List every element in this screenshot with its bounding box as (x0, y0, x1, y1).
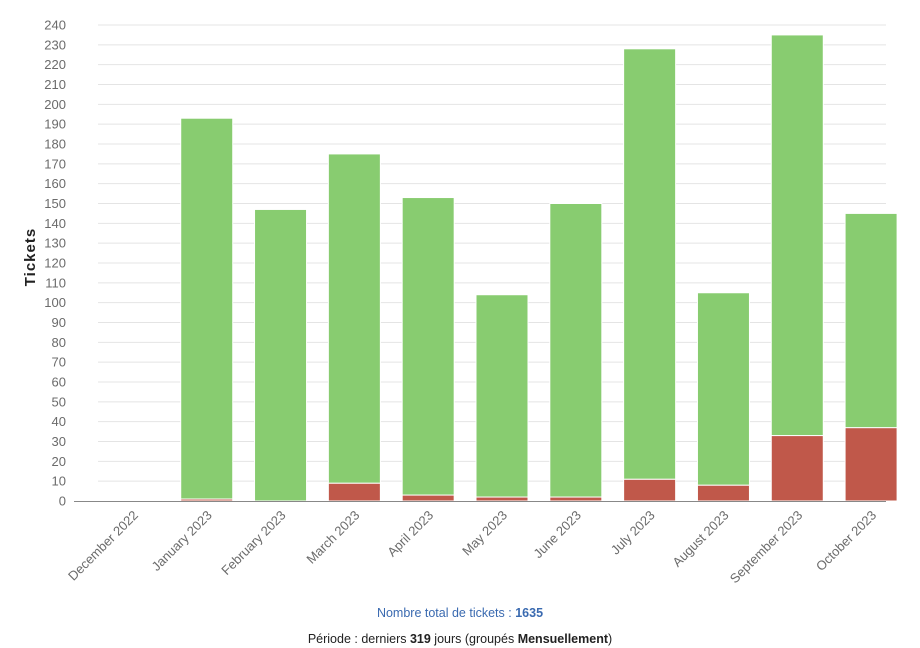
y-tick-label: 170 (44, 156, 66, 171)
x-tick-label: August 2023 (669, 508, 731, 570)
y-tick-label: 120 (44, 256, 66, 271)
bar-segment-red (623, 478, 677, 502)
y-tick-label: 10 (52, 474, 66, 489)
bar-segment-green (696, 292, 750, 486)
y-axis-ticks: 0 10 20 30 40 50 60 70 80 90 100 110 120 130 140 150 160… (44, 18, 66, 509)
stacked-bar-chart: 0 10 20 30 40 50 60 70 80 90 100 110 120 130 140 150 160… (22, 18, 898, 587)
y-tick-label: 50 (52, 394, 66, 409)
total-tickets-label: Nombre total de tickets : (376, 606, 516, 620)
bar-segment-green (770, 34, 824, 437)
y-tick-label: 100 (44, 295, 66, 310)
y-tick-label: 60 (52, 375, 66, 390)
y-tick-label: 90 (52, 315, 66, 330)
period-middle: jours (groupés (430, 632, 518, 646)
total-tickets-line: Nombre total de tickets : 1635 (0, 606, 920, 620)
x-tick-label: October 2023 (813, 508, 879, 574)
bar-segment-red (696, 484, 750, 502)
total-tickets-value: 1635 (515, 606, 544, 620)
bar-segment-red (327, 482, 381, 502)
bar-segment-red (475, 496, 529, 502)
x-tick-label: September 2023 (727, 508, 806, 587)
bar-segment-green (475, 294, 529, 498)
period-group: Mensuellement (517, 632, 608, 646)
y-tick-label: 130 (44, 236, 66, 251)
bar-segment-green (844, 212, 898, 429)
y-tick-label: 40 (52, 414, 66, 429)
y-tick-label: 180 (44, 137, 66, 152)
bar-segment-green (549, 203, 603, 498)
x-tick-label: May 2023 (459, 508, 510, 559)
y-tick-label: 20 (52, 454, 66, 469)
bars (180, 34, 898, 502)
bar-segment-red (549, 496, 603, 502)
y-tick-label: 140 (44, 216, 66, 231)
x-axis-ticks: December 2022 January 2023 February 2023 Ma… (65, 508, 879, 587)
x-tick-label: February 2023 (218, 508, 288, 578)
x-tick-label: July 2023 (608, 508, 658, 558)
x-tick-label: April 2023 (384, 508, 436, 560)
period-suffix: ) (608, 632, 613, 646)
period-days: 319 (409, 632, 431, 646)
period-line: Période : derniers 319 jours (groupés Me… (0, 632, 920, 646)
y-tick-label: 80 (52, 335, 66, 350)
bar-segment-green (327, 153, 381, 484)
bar-segment-red (844, 427, 898, 502)
bar-segment-green (180, 117, 234, 500)
x-tick-label: March 2023 (303, 508, 362, 567)
y-axis-label: Tickets (22, 228, 39, 286)
y-tick-label: 230 (44, 37, 66, 52)
y-tick-label: 160 (44, 176, 66, 191)
bar-segment-green (254, 208, 308, 502)
y-tick-label: 200 (44, 97, 66, 112)
bar-segment-red (770, 435, 824, 502)
y-tick-label: 220 (44, 57, 66, 72)
bar-segment-red (401, 494, 455, 502)
x-tick-label: January 2023 (149, 508, 215, 574)
y-tick-label: 110 (45, 275, 66, 290)
bar-segment-green (401, 197, 455, 496)
y-tick-label: 190 (44, 117, 66, 132)
y-tick-label: 0 (59, 494, 66, 509)
y-tick-label: 210 (44, 77, 66, 92)
period-prefix: Période : derniers (307, 632, 410, 646)
y-tick-label: 240 (44, 18, 66, 33)
x-tick-label: June 2023 (530, 508, 584, 562)
x-tick-label: December 2022 (65, 508, 141, 584)
y-tick-label: 150 (44, 196, 66, 211)
y-tick-label: 30 (52, 434, 66, 449)
bar-segment-green (623, 48, 677, 480)
y-tick-label: 70 (52, 355, 66, 370)
